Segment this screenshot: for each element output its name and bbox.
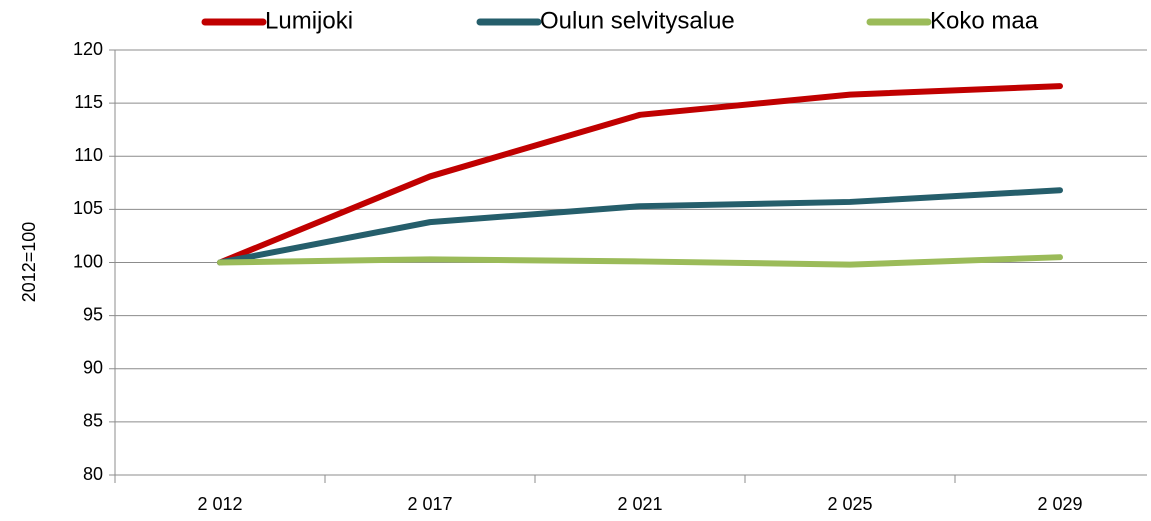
y-tick-label: 120 (73, 39, 103, 59)
y-axis-label: 2012=100 (19, 222, 39, 303)
y-tick-label: 115 (74, 92, 103, 112)
y-tick-label: 95 (83, 304, 103, 324)
y-tick-label: 90 (83, 358, 103, 378)
x-tick-label: 2 012 (197, 494, 242, 514)
y-tick-label: 110 (74, 145, 103, 165)
line-series (217, 254, 1063, 268)
y-tick-label: 85 (83, 411, 103, 431)
x-tick-label: 2 021 (617, 494, 662, 514)
line-series (217, 83, 1063, 266)
line-series (217, 187, 1063, 266)
legend-label: Oulun selvitysalue (540, 7, 735, 34)
legend: Lumijoki Oulun selvitysalue Koko maa (201, 7, 1039, 34)
x-tick-label: 2 029 (1037, 494, 1082, 514)
y-tick-label: 105 (73, 198, 103, 218)
y-tick-label: 80 (83, 464, 103, 484)
x-tick-label: 2 017 (407, 494, 452, 514)
legend-label: Koko maa (930, 7, 1039, 34)
y-tick-label: 100 (73, 251, 103, 271)
x-tick-label: 2 025 (827, 494, 872, 514)
legend-label: Lumijoki (265, 7, 353, 34)
